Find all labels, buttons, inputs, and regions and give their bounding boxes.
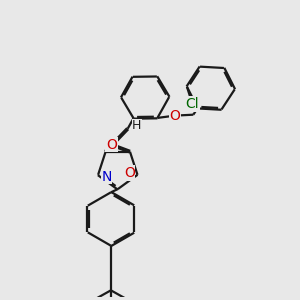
Text: O: O [124, 166, 135, 180]
Text: H: H [132, 119, 142, 132]
Text: N: N [101, 169, 112, 184]
Text: O: O [169, 109, 180, 123]
Text: Cl: Cl [186, 97, 199, 111]
Text: O: O [106, 138, 117, 152]
